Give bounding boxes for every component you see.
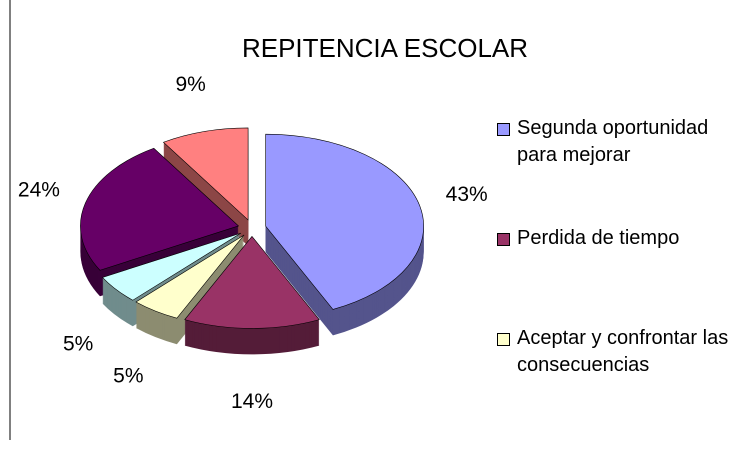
- data-label: 5%: [113, 364, 143, 387]
- data-label: 14%: [231, 390, 273, 413]
- legend-swatch: [497, 333, 510, 346]
- data-label: 43%: [446, 183, 488, 206]
- legend-item: Perdida de tiempo: [497, 225, 745, 252]
- slice: [265, 133, 424, 310]
- legend-item: Aceptar y confrontar las consecuencias: [497, 325, 745, 379]
- legend-swatch: [497, 123, 510, 136]
- legend-label: Segunda oportunidad para mejorar: [517, 117, 709, 166]
- slice: [184, 235, 320, 329]
- legend-item: Segunda oportunidad para mejorar: [497, 115, 745, 169]
- data-label: 9%: [175, 73, 205, 96]
- chart-title: REPITENCIA ESCOLAR: [242, 33, 528, 63]
- slice: [135, 234, 245, 319]
- slice: [162, 127, 249, 221]
- legend-swatch: [497, 233, 510, 246]
- slice: [80, 147, 240, 271]
- legend-label: Aceptar y confrontar las consecuencias: [517, 327, 729, 376]
- legend-label: Perdida de tiempo: [517, 227, 680, 249]
- data-label: 5%: [63, 333, 93, 356]
- data-label: 24%: [18, 179, 60, 202]
- slice: [101, 232, 242, 301]
